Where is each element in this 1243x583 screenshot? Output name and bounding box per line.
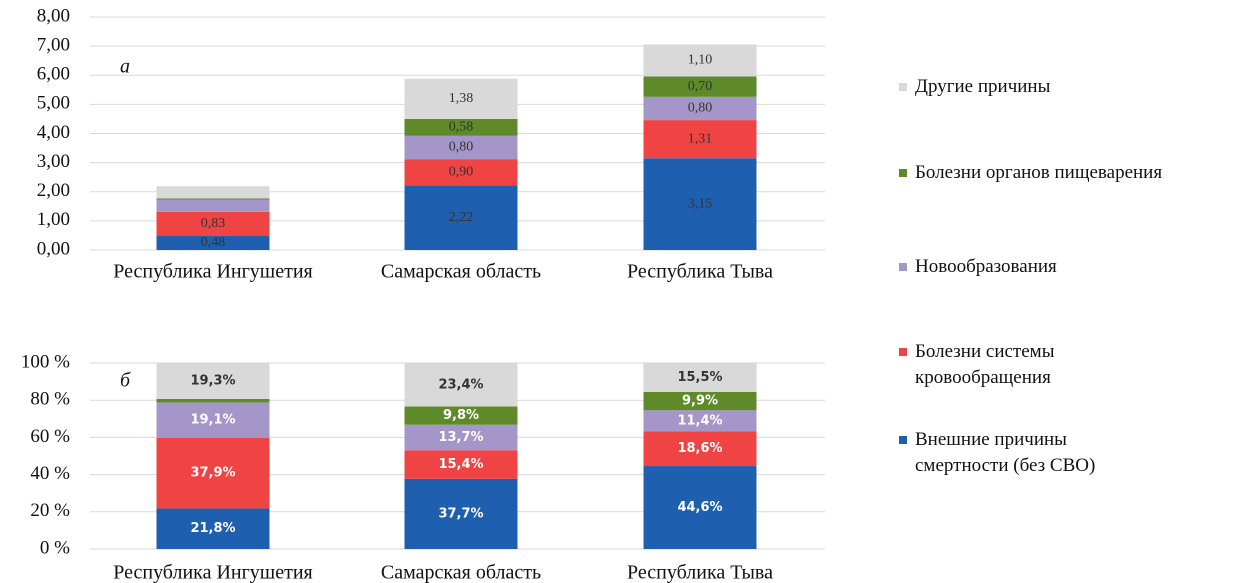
bar-segment: [404, 478, 518, 549]
y-tick-label: 6,00: [37, 64, 70, 85]
bar-segment: [156, 186, 270, 199]
legend-swatch: [899, 348, 907, 356]
legend-label: Новообразования: [915, 256, 1057, 277]
legend-label: Болезни системы кровообращения: [915, 341, 1055, 388]
bar-segment: [404, 135, 518, 160]
data-label: 11,4%: [677, 413, 722, 428]
bar-segment: [156, 398, 270, 403]
bar-segment: [643, 96, 757, 121]
bar-segment: [643, 44, 757, 77]
legend-item: Внешние причины смертности (без СВО): [899, 427, 1096, 479]
y-tick-label: 0,00: [37, 238, 70, 259]
data-label: 19,1%: [190, 413, 235, 428]
data-label: 0,83: [201, 216, 226, 231]
legend-label: Другие причины: [915, 76, 1051, 97]
bar-segment: [643, 158, 757, 250]
y-tick-label: 1,00: [37, 209, 70, 230]
legend-swatch: [899, 263, 907, 271]
y-tick-label: 80 %: [30, 389, 70, 410]
y-tick-label: 100 %: [21, 351, 70, 372]
y-tick-label: 4,00: [37, 122, 70, 143]
bar-segment: [643, 466, 757, 549]
data-label: 13,7%: [438, 430, 483, 445]
bar-segment: [156, 236, 270, 250]
bar-segment: [643, 120, 757, 159]
legend-swatch: [899, 83, 907, 91]
bar-segment: [643, 76, 757, 97]
bar-segment: [404, 363, 518, 407]
data-label: 19,3%: [190, 373, 235, 388]
x-tick-label: Самарская область: [381, 261, 541, 283]
legend-item: Новообразования: [899, 254, 1057, 280]
y-tick-label: 7,00: [37, 34, 70, 55]
bar-segment: [404, 185, 518, 250]
data-label: 0,90: [449, 164, 474, 179]
bar-segment: [404, 159, 518, 186]
legend-item: Другие причины: [899, 74, 1051, 100]
panel-label: а: [120, 56, 130, 78]
data-label: 1,31: [688, 131, 713, 146]
legend-label: Внешние причины смертности (без СВО): [915, 429, 1096, 476]
bar-segment: [156, 508, 270, 549]
data-label: 1,38: [449, 91, 474, 106]
data-label: 15,4%: [438, 457, 483, 472]
data-label: 21,8%: [190, 521, 235, 536]
data-label: 0,58: [449, 120, 474, 135]
bar-segment: [404, 118, 518, 136]
data-label: 37,9%: [190, 466, 235, 481]
bar-segment: [156, 363, 270, 399]
bar-segment: [643, 391, 757, 411]
y-tick-label: 2,00: [37, 180, 70, 201]
data-label: 44,6%: [677, 500, 722, 515]
data-label: 9,8%: [443, 408, 479, 423]
x-tick-label: Республика Ингушетия: [113, 261, 312, 283]
y-tick-label: 20 %: [30, 500, 70, 521]
y-tick-label: 40 %: [30, 463, 70, 484]
y-tick-label: 8,00: [37, 5, 70, 26]
legend-label: Болезни органов пищеварения: [915, 162, 1163, 183]
x-tick-label: Республика Тыва: [627, 261, 773, 283]
bar-segment: [404, 406, 518, 425]
bar-segment: [156, 198, 270, 200]
data-label: 3,15: [688, 196, 713, 211]
panel-label: б: [120, 370, 131, 392]
data-label: 1,10: [688, 53, 713, 68]
x-tick-label: Самарская область: [381, 562, 541, 583]
data-label: 9,9%: [682, 394, 718, 409]
y-tick-label: 60 %: [30, 426, 70, 447]
data-label: 0,80: [688, 101, 713, 116]
bar-segment: [156, 199, 270, 212]
bar-segment: [156, 402, 270, 438]
bar-segment: [643, 431, 757, 467]
data-label: 0,48: [201, 235, 226, 250]
data-label: 37,7%: [438, 506, 483, 521]
legend-item: Болезни системы кровообращения: [899, 339, 1055, 391]
legend-item: Болезни органов пищеварения: [899, 160, 1163, 186]
y-tick-label: 5,00: [37, 93, 70, 114]
y-tick-label: 0 %: [40, 537, 70, 558]
data-label: 18,6%: [677, 441, 722, 456]
bar-segment: [404, 78, 518, 119]
legend-swatch: [899, 436, 907, 444]
legend-swatch: [899, 169, 907, 177]
bar-segment: [156, 211, 270, 237]
y-tick-label: 3,00: [37, 151, 70, 172]
data-label: 0,80: [449, 140, 474, 155]
bar-segment: [404, 450, 518, 479]
data-label: 15,5%: [677, 370, 722, 385]
data-label: 23,4%: [438, 377, 483, 392]
x-tick-label: Республика Ингушетия: [113, 562, 312, 583]
data-label: 0,70: [688, 79, 713, 94]
bar-segment: [404, 424, 518, 451]
bar-segment: [643, 410, 757, 432]
bar-segment: [643, 363, 757, 392]
bar-segment: [156, 437, 270, 509]
data-label: 2,22: [449, 210, 474, 225]
x-tick-label: Республика Тыва: [627, 562, 773, 583]
